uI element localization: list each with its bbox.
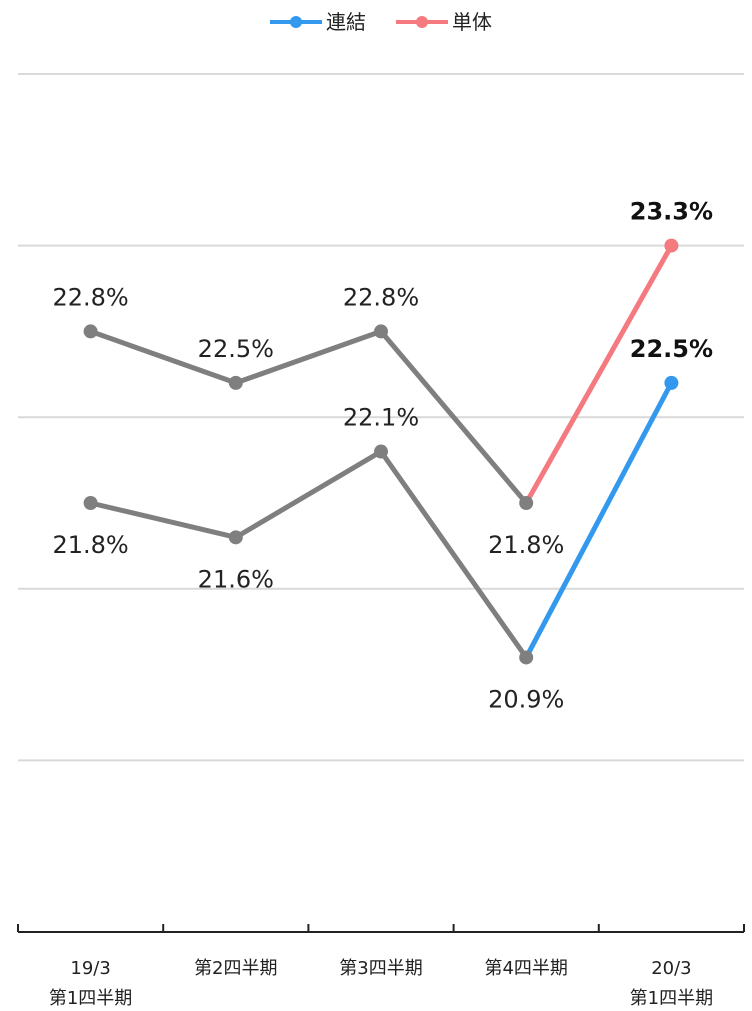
data-label: 22.1% xyxy=(343,404,419,432)
data-label: 22.5% xyxy=(198,335,274,363)
data-label: 21.8% xyxy=(52,531,128,559)
data-label: 22.5% xyxy=(630,335,713,363)
data-point xyxy=(228,375,243,390)
data-point xyxy=(83,496,98,510)
data-point xyxy=(374,444,388,459)
data-label: 23.3% xyxy=(630,198,713,226)
data-point xyxy=(374,324,388,339)
series-line-history xyxy=(89,328,529,505)
data-label: 21.8% xyxy=(488,531,564,559)
x-tick-label: 20/3 第1四半期 xyxy=(630,958,713,1009)
data-label: 22.8% xyxy=(343,283,419,311)
legend-label-consolidated: 連結 xyxy=(326,10,366,34)
x-axis: 19/3 第1四半期 第2四半期 第3四半期 第4四半期 20/3 第1四半期 xyxy=(17,924,745,1009)
legend-marker-standalone xyxy=(416,16,428,28)
data-point xyxy=(228,530,243,545)
data-label: 22.8% xyxy=(52,283,128,311)
x-tick-label: 第2四半期 xyxy=(194,958,277,979)
data-point xyxy=(83,324,98,339)
data-label: 21.6% xyxy=(198,565,274,593)
series-line-latest xyxy=(523,380,674,660)
legend-label-standalone: 単体 xyxy=(452,10,492,34)
data-point xyxy=(664,238,679,253)
data-point xyxy=(519,650,534,665)
x-tick-label: 19/3 第1四半期 xyxy=(49,958,132,1009)
legend-item-standalone: 単体 xyxy=(396,10,492,34)
data-point xyxy=(519,496,534,510)
data-label: 20.9% xyxy=(488,685,564,713)
series-layer xyxy=(83,238,679,665)
series-line-history xyxy=(90,449,529,659)
gridlines xyxy=(18,73,744,762)
data-point xyxy=(664,375,679,390)
x-tick-label: 第4四半期 xyxy=(484,958,567,979)
data-labels: 21.8% 21.6% 22.1% 20.9% 22.5% 22.8% 22.5% 22.8%… xyxy=(52,198,713,714)
legend-item-consolidated: 連結 xyxy=(270,10,366,34)
series-line-latest xyxy=(523,243,674,506)
x-tick-label: 第3四半期 xyxy=(339,958,422,979)
legend: 連結 単体 xyxy=(270,10,492,34)
legend-marker-consolidated xyxy=(290,16,302,28)
